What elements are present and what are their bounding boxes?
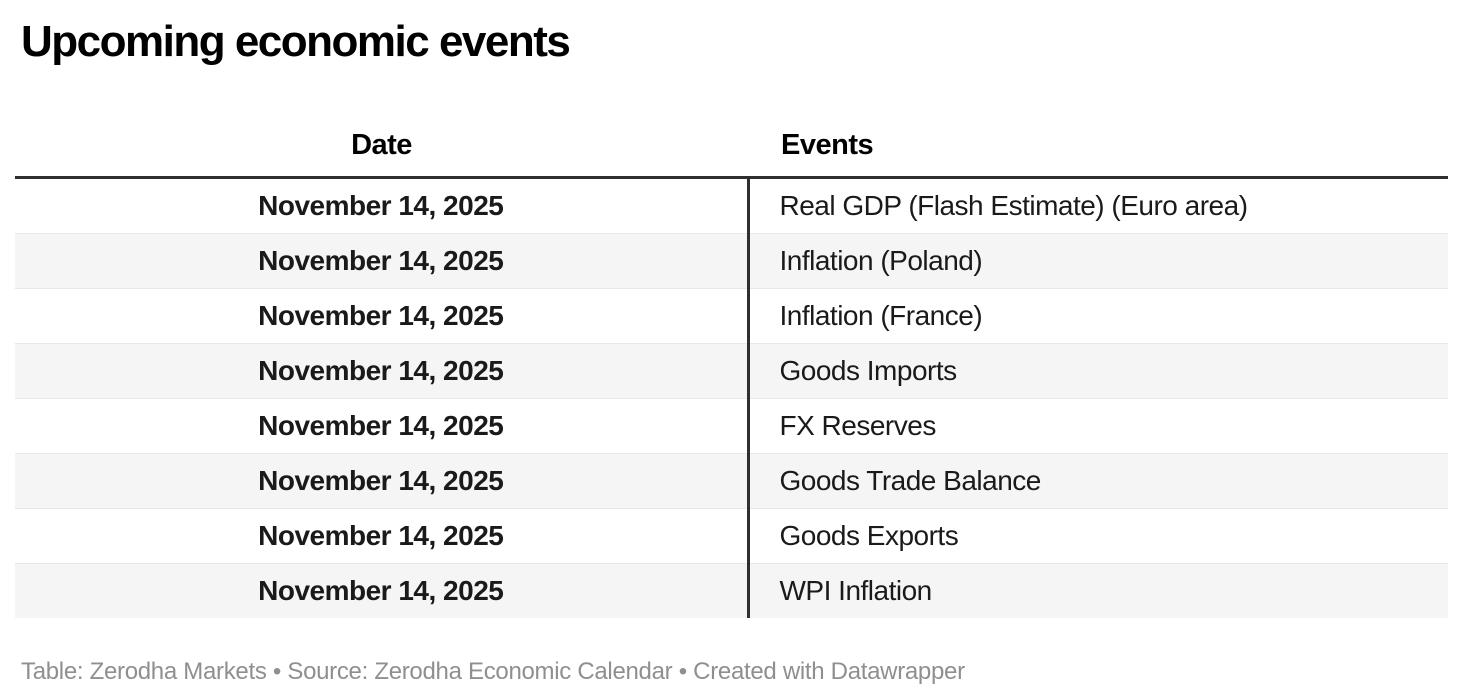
date-cell: November 14, 2025 — [258, 410, 504, 441]
date-cell: November 14, 2025 — [258, 575, 504, 606]
table-body: November 14, 2025 Real GDP (Flash Estima… — [15, 177, 1448, 618]
table-row: November 14, 2025 FX Reserves — [15, 398, 1448, 454]
date-cell: November 14, 2025 — [258, 300, 504, 331]
event-cell: WPI Inflation — [746, 563, 1448, 618]
event-cell: Goods Trade Balance — [746, 453, 1448, 509]
event-cell: Real GDP (Flash Estimate) (Euro area) — [746, 177, 1448, 234]
table-footer-attribution: Table: Zerodha Markets • Source: Zerodha… — [21, 658, 965, 685]
date-cell: November 14, 2025 — [258, 190, 504, 221]
table-row: November 14, 2025 Goods Trade Balance — [15, 453, 1448, 509]
events-table: Date Events November 14, 2025 Real GDP (… — [15, 114, 1448, 618]
table-header: Date Events — [15, 114, 1448, 179]
event-cell: Goods Imports — [746, 343, 1448, 399]
table-row: November 14, 2025 WPI Inflation — [15, 563, 1448, 618]
date-cell: November 14, 2025 — [258, 465, 504, 496]
event-cell: Inflation (Poland) — [746, 233, 1448, 289]
date-cell: November 14, 2025 — [258, 355, 504, 386]
table-row: November 14, 2025 Goods Exports — [15, 508, 1448, 564]
table-row: November 14, 2025 Goods Imports — [15, 343, 1448, 399]
table-row: November 14, 2025 Inflation (Poland) — [15, 233, 1448, 289]
date-cell: November 14, 2025 — [258, 520, 504, 551]
column-header-date: Date — [15, 114, 748, 179]
table-row: November 14, 2025 Inflation (France) — [15, 288, 1448, 344]
date-cell: November 14, 2025 — [258, 245, 504, 276]
column-header-events: Events — [748, 114, 1448, 179]
header-row: Date Events — [15, 114, 1448, 179]
table-row: November 14, 2025 Real GDP (Flash Estima… — [15, 177, 1448, 234]
page-title: Upcoming economic events — [21, 17, 571, 66]
event-cell: Goods Exports — [746, 508, 1448, 564]
event-cell: Inflation (France) — [746, 288, 1448, 344]
event-cell: FX Reserves — [746, 398, 1448, 454]
